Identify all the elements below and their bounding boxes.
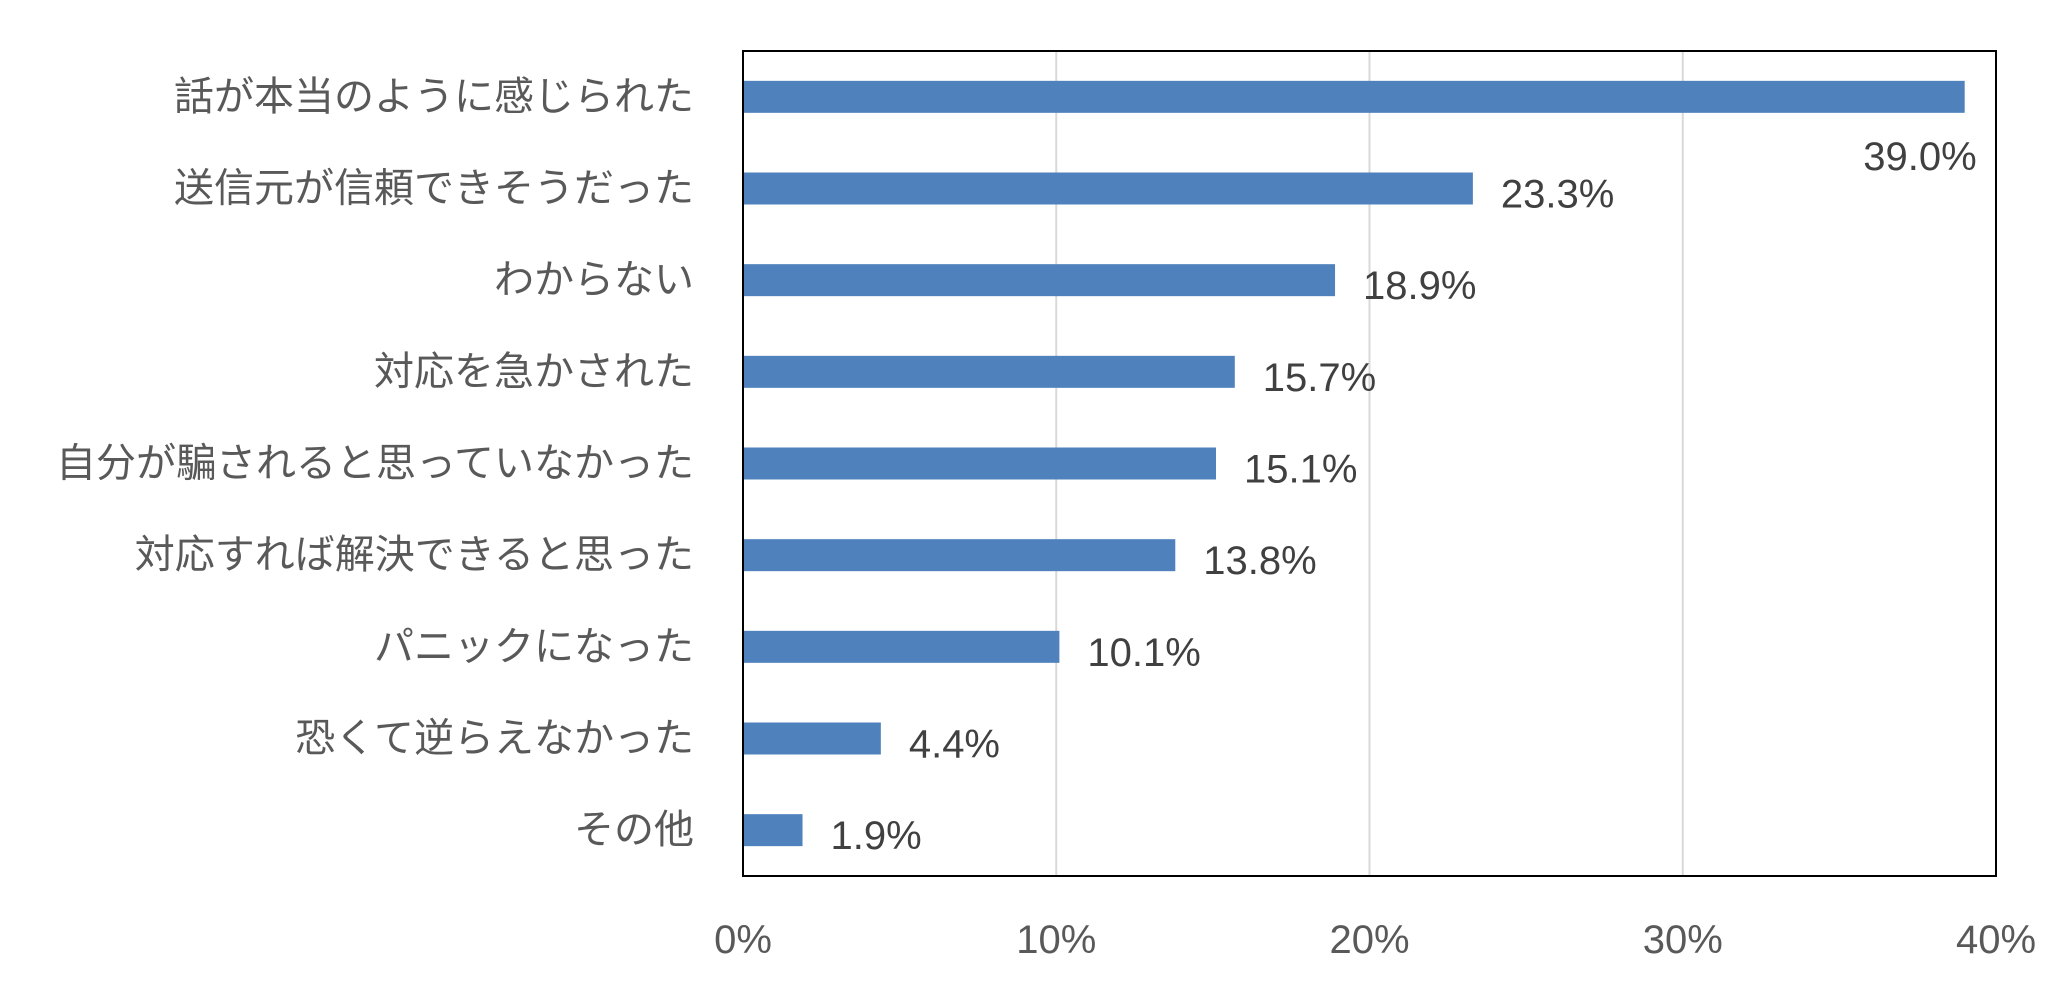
- bar: [743, 172, 1473, 205]
- x-tick-label: 20%: [1329, 918, 1409, 962]
- category-label: わからない: [494, 257, 694, 303]
- data-labels: 39.0% 23.3% 18.9% 15.7% 15.1% 13.8% 10.1% 4.4% 1…: [831, 135, 1977, 858]
- data-label: 18.9%: [1363, 264, 1476, 308]
- data-label: 10.1%: [1087, 631, 1200, 675]
- bar: [743, 539, 1176, 572]
- bar: [743, 447, 1217, 480]
- bar: [743, 630, 1060, 663]
- category-label: パニックになった: [374, 624, 694, 670]
- bar: [743, 814, 803, 847]
- category-labels: 話が本当のように感じられた送信元が信頼できそうだったわからない対応を急かされた自…: [56, 74, 694, 853]
- category-label: その他: [574, 807, 694, 853]
- x-tick-label: 40%: [1956, 918, 2036, 962]
- bar: [743, 722, 881, 755]
- category-label: 話が本当のように感じられた: [174, 74, 694, 120]
- bar: [743, 355, 1235, 388]
- bar: [743, 80, 1965, 113]
- data-label: 23.3%: [1501, 173, 1614, 217]
- data-label: 4.4%: [909, 723, 1000, 767]
- data-label: 15.1%: [1244, 448, 1357, 492]
- category-label: 自分が騙されると思っていなかった: [56, 441, 694, 487]
- plot-area-frame: [742, 50, 1997, 877]
- bars: [743, 80, 1965, 847]
- data-label: 13.8%: [1203, 539, 1316, 583]
- category-label: 送信元が信頼できそうだった: [174, 166, 694, 212]
- data-label: 15.7%: [1263, 356, 1376, 400]
- x-axis-tick-labels: 0% 10% 20% 30% 40%: [714, 918, 2036, 962]
- category-label: 対応すれば解決できると思った: [135, 532, 694, 578]
- category-label: 恐くて逆らえなかった: [295, 716, 694, 762]
- x-tick-label: 10%: [1016, 918, 1096, 962]
- data-label: 1.9%: [831, 814, 922, 858]
- x-tick-label: 0%: [714, 918, 772, 962]
- category-label: 対応を急かされた: [374, 349, 694, 395]
- x-tick-label: 30%: [1643, 918, 1723, 962]
- bar: [743, 264, 1336, 297]
- data-label: 39.0%: [1863, 135, 1976, 179]
